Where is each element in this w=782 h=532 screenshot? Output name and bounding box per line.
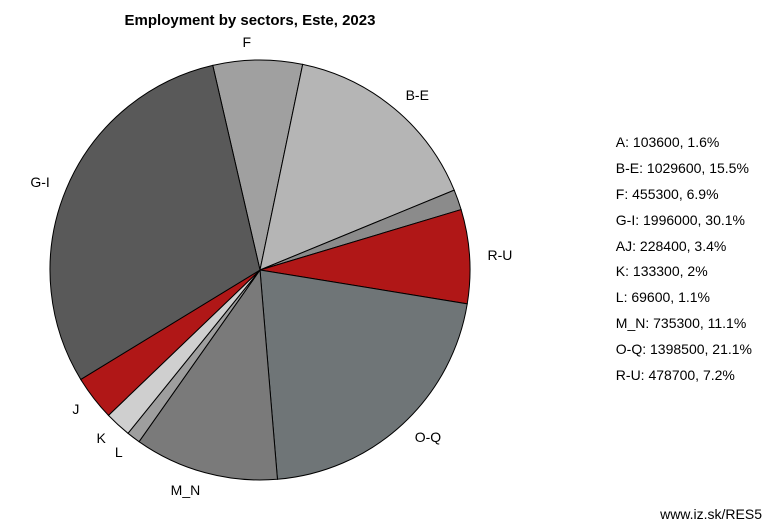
source-link: www.iz.sk/RES5	[660, 506, 762, 522]
slice-label-J: J	[72, 401, 79, 417]
legend-item: G-I: 1996000, 30.1%	[616, 208, 752, 234]
legend-item: B-E: 1029600, 15.5%	[616, 156, 752, 182]
legend-item: L: 69600, 1.1%	[616, 285, 752, 311]
legend-item: F: 455300, 6.9%	[616, 182, 752, 208]
legend-item: A: 103600, 1.6%	[616, 130, 752, 156]
legend-item-text: J: 228400, 3.4%	[625, 238, 726, 254]
slice-label-G-I: G-I	[30, 174, 49, 190]
legend: A: 103600, 1.6% B-E: 1029600, 15.5% F: 4…	[616, 130, 752, 389]
slice-label-M_N: M_N	[171, 482, 201, 498]
chart-title: Employment by sectors, Este, 2023	[0, 12, 500, 29]
slice-label-R-U: R-U	[488, 247, 513, 263]
slice-label-K: K	[96, 430, 105, 446]
slice-label-F: F	[242, 34, 251, 50]
legend-item: K: 133300, 2%	[616, 259, 752, 285]
legend-item: O-Q: 1398500, 21.1%	[616, 337, 752, 363]
slice-label-B-E: B-E	[406, 87, 429, 103]
legend-label-A-overlay: A	[616, 238, 625, 254]
legend-item: AJ: 228400, 3.4%	[616, 234, 752, 260]
pie-slice-O-Q	[260, 270, 467, 479]
legend-item: M_N: 735300, 11.1%	[616, 311, 752, 337]
legend-item: R-U: 478700, 7.2%	[616, 363, 752, 389]
slice-label-O-Q: O-Q	[415, 429, 441, 445]
slice-label-L: L	[115, 444, 123, 460]
